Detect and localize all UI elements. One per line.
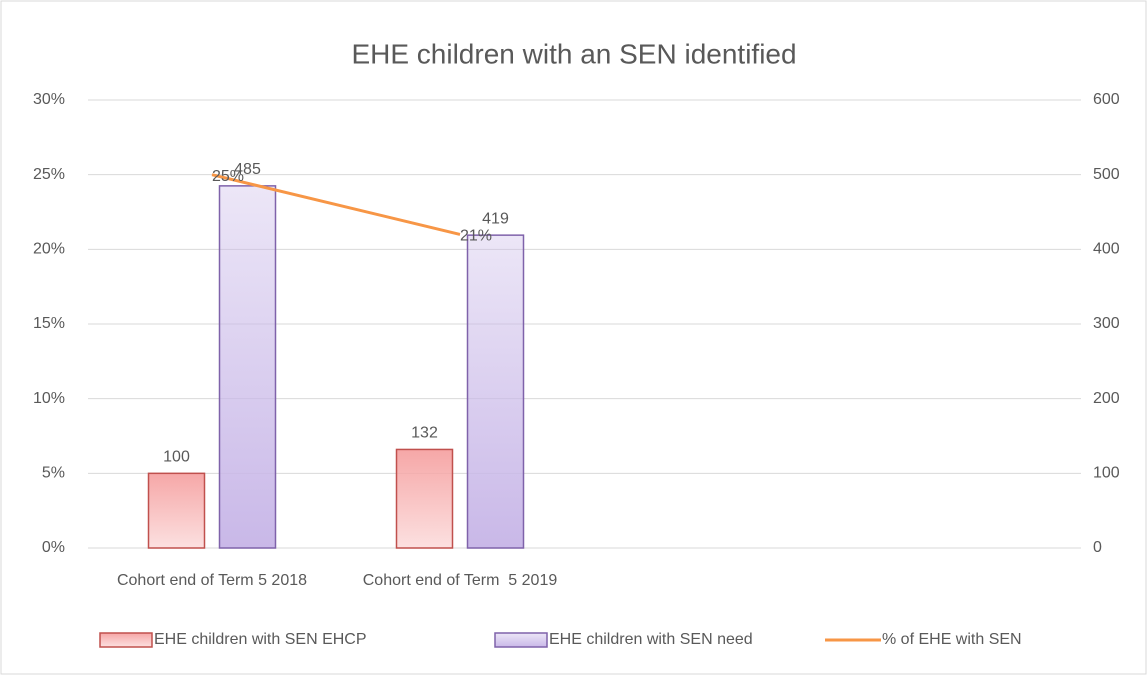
y2-tick-label: 500 [1093, 166, 1120, 183]
y-tick-label: 20% [33, 241, 65, 258]
bar [147, 472, 206, 549]
chart-title: EHE children with an SEN identified [351, 38, 796, 69]
legend-label: EHE children with SEN EHCP [154, 631, 367, 648]
y-tick-label: 25% [33, 166, 65, 183]
legend-swatch [99, 632, 153, 648]
y2-tick-label: 400 [1093, 241, 1120, 258]
legend-label: % of EHE with SEN [882, 631, 1022, 648]
y-tick-label: 30% [33, 91, 65, 108]
data-label: 25% [212, 168, 244, 185]
data-label: 21% [460, 228, 492, 245]
data-label: 100 [163, 449, 190, 466]
x-tick-label: Cohort end of Term 5 2019 [362, 572, 558, 589]
data-label: 419 [482, 210, 509, 227]
x-tick-label: Cohort end of Term 5 2018 [116, 572, 308, 589]
y2-tick-label: 200 [1093, 390, 1120, 407]
legend-label: EHE children with SEN need [549, 631, 753, 648]
y-tick-label: 15% [33, 315, 65, 332]
bar [466, 234, 525, 549]
y-tick-label: 5% [42, 465, 65, 482]
y2-tick-label: 600 [1093, 91, 1120, 108]
legend-swatch [494, 632, 548, 648]
y-tick-label: 0% [42, 539, 65, 556]
y2-tick-label: 100 [1093, 465, 1120, 482]
bar [395, 448, 454, 549]
data-label: 485 [234, 161, 261, 178]
bar [218, 185, 277, 549]
line [211, 173, 461, 236]
y-tick-label: 10% [33, 390, 65, 407]
y2-tick-label: 0 [1093, 539, 1102, 556]
y2-tick-label: 300 [1093, 315, 1120, 332]
data-label: 132 [411, 425, 438, 442]
